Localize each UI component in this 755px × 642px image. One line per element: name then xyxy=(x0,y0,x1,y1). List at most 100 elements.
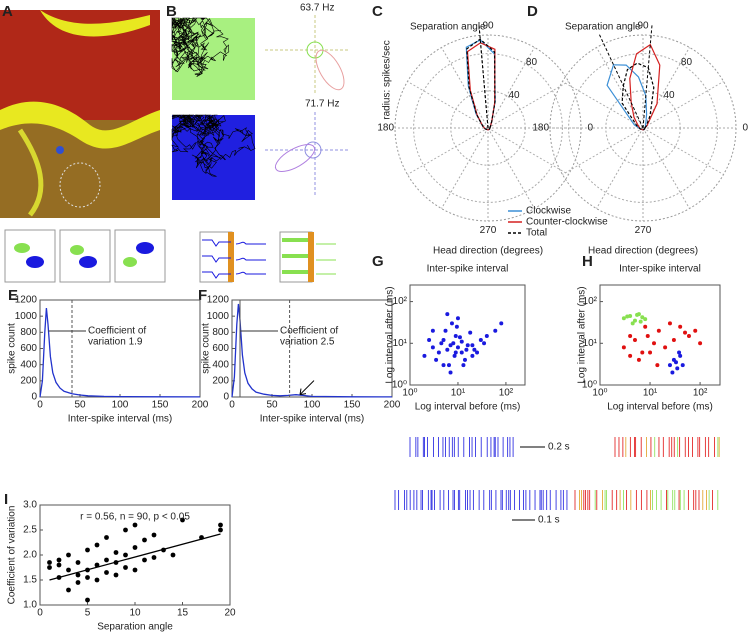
scatter-point xyxy=(123,552,128,558)
scatter-point xyxy=(484,333,489,338)
scatter-point xyxy=(462,357,467,362)
r-grid xyxy=(605,90,681,166)
y-tick-label: 2.0 xyxy=(23,550,37,561)
spoke xyxy=(487,81,569,129)
y-tick-label: 1.0 xyxy=(23,600,37,611)
trajectory xyxy=(171,114,256,177)
scatter-point xyxy=(151,532,157,538)
x-axis-label: Separation angle xyxy=(97,622,173,633)
fit-line xyxy=(49,533,221,581)
scale-label: 0.1 s xyxy=(538,515,560,526)
y-axis-label: radius: spikes/sec xyxy=(382,40,393,119)
scatter-point xyxy=(673,360,678,365)
scatter-point xyxy=(625,314,630,319)
panel-label: E xyxy=(8,287,18,304)
scatter-point xyxy=(459,350,464,355)
scatter-point xyxy=(678,353,683,358)
x-tick-label: 150 xyxy=(344,400,361,411)
scatter-point xyxy=(643,317,648,322)
y-axis-label: Log interval after (ms) xyxy=(385,286,396,383)
y-tick-label: 800 xyxy=(20,327,37,338)
annotation: r = 0.56, n = 90, p < 0.05 xyxy=(80,512,190,523)
separation-guide xyxy=(598,33,644,129)
y-tick-label: 0 xyxy=(223,392,229,403)
scale-label: 0.2 s xyxy=(548,442,570,453)
scatter-point xyxy=(443,328,448,333)
y-tick-label: 1200 xyxy=(207,295,230,306)
scatter-point xyxy=(645,333,650,338)
scatter-point xyxy=(66,567,71,573)
scatter-point xyxy=(472,347,477,352)
scatter-point xyxy=(446,363,451,368)
separation-guide xyxy=(478,24,489,129)
panel-label: B xyxy=(166,3,177,20)
scatter-point xyxy=(132,567,138,573)
scatter-point xyxy=(448,370,453,375)
scatter-point xyxy=(218,522,223,528)
x-tick-label: 0 xyxy=(37,400,43,411)
scatter-point xyxy=(75,572,81,578)
panel-label: D xyxy=(527,3,538,20)
panel-label: G xyxy=(372,253,384,270)
spoke xyxy=(487,47,535,129)
scatter-point xyxy=(436,350,441,355)
scatter-point xyxy=(465,343,470,348)
y-tick-label: 1200 xyxy=(15,295,38,306)
y-tick-label: 10² xyxy=(583,296,598,307)
y-tick-label: 200 xyxy=(20,375,37,386)
x-tick-label: 10⁰ xyxy=(592,388,607,399)
r-tick-label: 80 xyxy=(681,57,693,68)
scatter-point xyxy=(470,353,475,358)
scatter-point xyxy=(457,335,462,340)
scatter-point xyxy=(667,321,672,326)
scatter-point xyxy=(640,350,645,355)
scatter-point xyxy=(686,333,691,338)
scatter-point xyxy=(698,341,703,346)
scatter-point xyxy=(132,545,138,550)
spoke xyxy=(441,47,489,129)
spoke xyxy=(642,127,690,209)
x-axis-label: Head direction (degrees) xyxy=(433,246,543,257)
scatter-point xyxy=(643,324,648,329)
spoke xyxy=(596,47,644,129)
y-axis-label: Coefficient of variation xyxy=(7,506,18,605)
scatter-point xyxy=(655,363,660,368)
scatter-point xyxy=(493,328,498,333)
plot-frame xyxy=(599,284,721,386)
small-polar xyxy=(265,15,350,195)
y-tick-label: 1000 xyxy=(207,311,230,322)
scatter-point xyxy=(482,341,487,346)
angle-label: 0 xyxy=(743,123,749,134)
annotation: Coefficient of xyxy=(280,326,338,337)
scatter-point xyxy=(434,357,439,362)
separation-guide xyxy=(642,24,653,129)
angle-label: 90 xyxy=(637,20,649,31)
x-axis-label: Inter-spike interval (ms) xyxy=(260,414,364,425)
spoke xyxy=(562,127,644,175)
x-tick-label: 10¹ xyxy=(451,388,466,399)
scatter-point xyxy=(430,345,435,350)
angle-label: 90 xyxy=(482,20,494,31)
x-tick-label: 10² xyxy=(499,388,514,399)
scatter-point xyxy=(470,343,475,348)
scatter-point xyxy=(453,350,458,355)
y-tick-label: 800 xyxy=(212,327,229,338)
waveforms xyxy=(199,231,336,283)
scatter-point xyxy=(132,522,138,528)
scatter-point xyxy=(56,562,62,568)
y-tick-label: 200 xyxy=(212,375,229,386)
panel-label: I xyxy=(4,491,8,508)
spoke xyxy=(642,127,724,175)
scatter-point xyxy=(94,542,100,548)
scatter-point xyxy=(678,324,683,329)
scatter-point xyxy=(632,318,637,323)
scatter-point xyxy=(632,337,637,342)
scatter-point xyxy=(66,552,71,558)
r-grid xyxy=(568,53,718,203)
scatter-point xyxy=(663,345,668,350)
scatter-point xyxy=(677,350,682,355)
y-tick-label: 400 xyxy=(20,359,37,370)
scatter-point xyxy=(66,587,71,593)
scatter-point xyxy=(628,333,633,338)
